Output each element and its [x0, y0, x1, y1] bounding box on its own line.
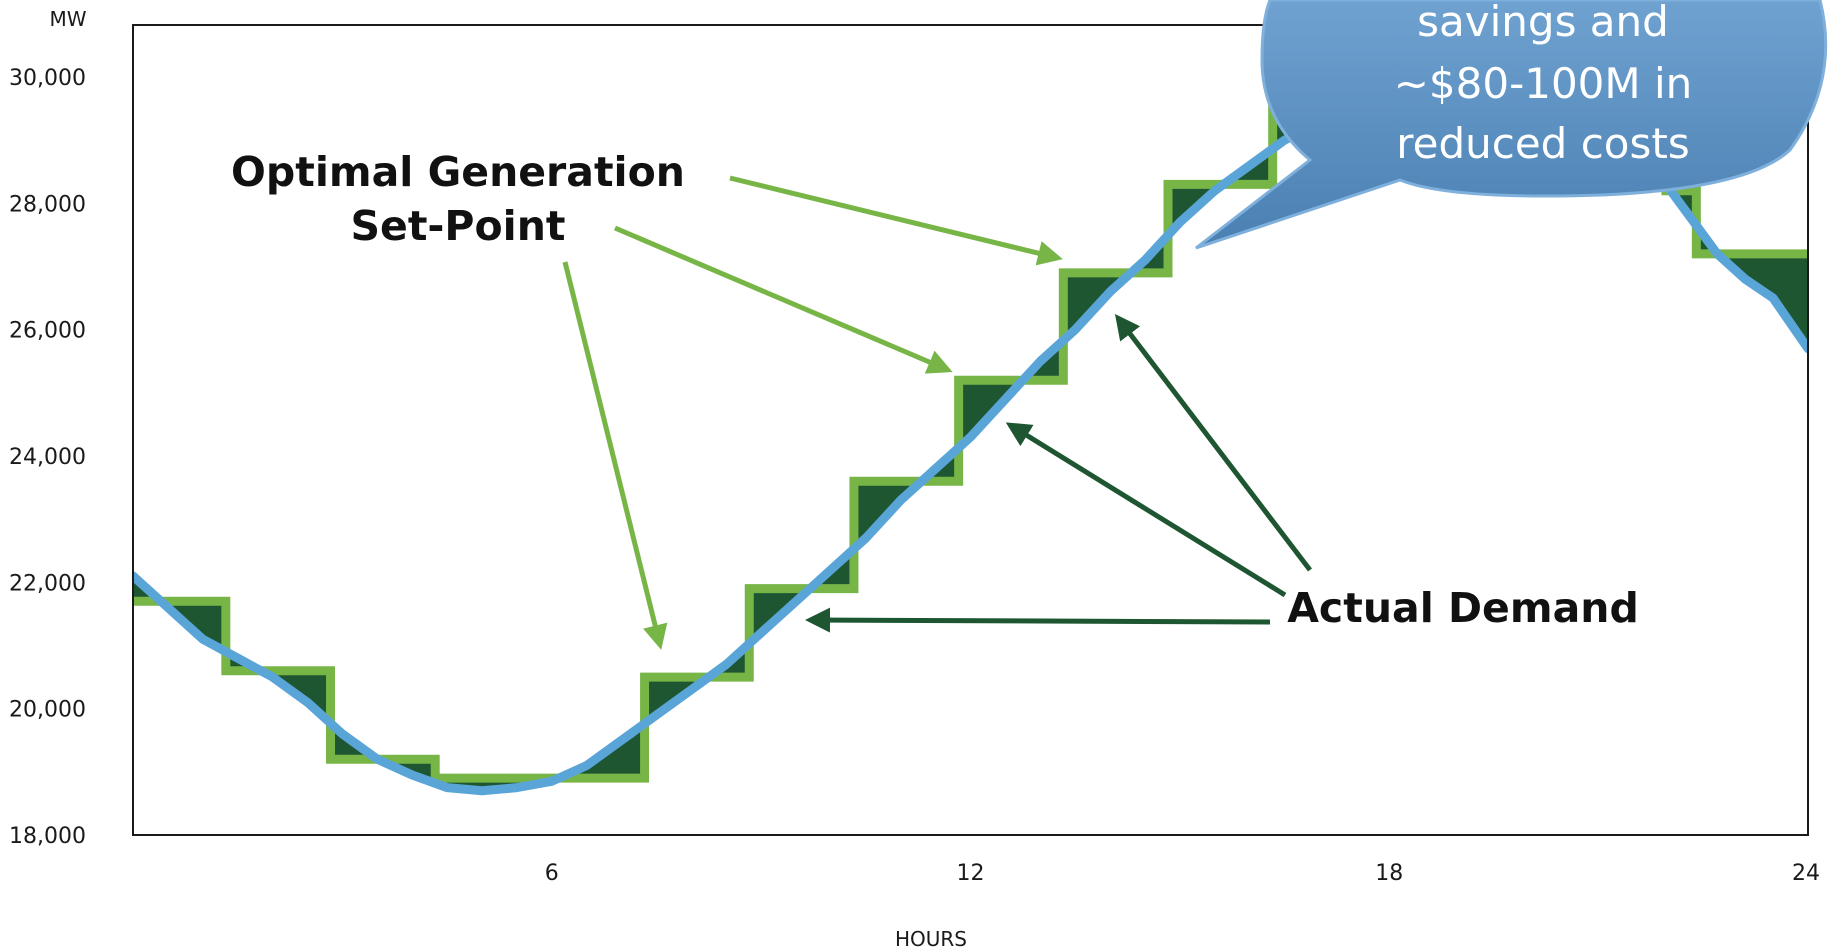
y-tick-label: 18,000: [9, 824, 86, 849]
y-tick-label: 20,000: [9, 698, 86, 723]
x-tick-label: 6: [545, 861, 559, 886]
demand-line: [133, 116, 1324, 796]
y-tick-label: 28,000: [9, 192, 86, 217]
demand-arrow-3: [1114, 314, 1312, 572]
callout-line-1: savings and: [1417, 0, 1669, 46]
y-tick-label: 30,000: [9, 66, 86, 91]
setpoint-label-line1: Optimal Generation: [231, 148, 685, 196]
setpoint-step-line: [1661, 186, 1808, 259]
x-tick-label: 24: [1792, 861, 1820, 886]
setpoint-label-line2: Set-Point: [350, 202, 565, 250]
y-tick-label: 26,000: [9, 319, 86, 344]
setpoint-step-line: [133, 104, 1320, 783]
y-tick-label: 24,000: [9, 445, 86, 470]
y-axis-ticks: 18,000 20,000 22,000 24,000 26,000 28,000 30,0…: [9, 66, 86, 849]
x-tick-label: 18: [1375, 861, 1403, 886]
setpoint-arrows: [562, 175, 1063, 650]
setpoint-arrow-2: [614, 225, 953, 374]
callout-line-3: reduced costs: [1396, 119, 1689, 168]
gap-fill: [330, 723, 436, 784]
demand-arrows: [805, 314, 1312, 633]
y-axis-label: MW: [49, 7, 86, 31]
demand-arrow-2: [1005, 422, 1287, 598]
plot-frame: [132, 24, 1809, 836]
y-tick-label: 22,000: [9, 571, 86, 596]
x-tick-label: 12: [957, 861, 985, 886]
setpoint-arrow-3: [562, 261, 668, 650]
demand-arrow-1: [805, 607, 1271, 633]
plot-layer: [133, 104, 1808, 796]
setpoint-arrow-1: [729, 175, 1063, 266]
callout-line-2: ~$80-100M in: [1394, 59, 1693, 108]
x-axis-ticks: 6 12 18 24: [545, 861, 1820, 886]
savings-callout: savings and ~$80-100M in reduced costs: [1195, 0, 1828, 250]
demand-label: Actual Demand: [1287, 584, 1639, 632]
series-layer: [133, 104, 1808, 796]
x-axis-label: HOURS: [895, 927, 967, 951]
gap-fill: [539, 723, 645, 784]
demand-line: [1656, 173, 1808, 354]
callout-bubble: [1195, 0, 1828, 250]
